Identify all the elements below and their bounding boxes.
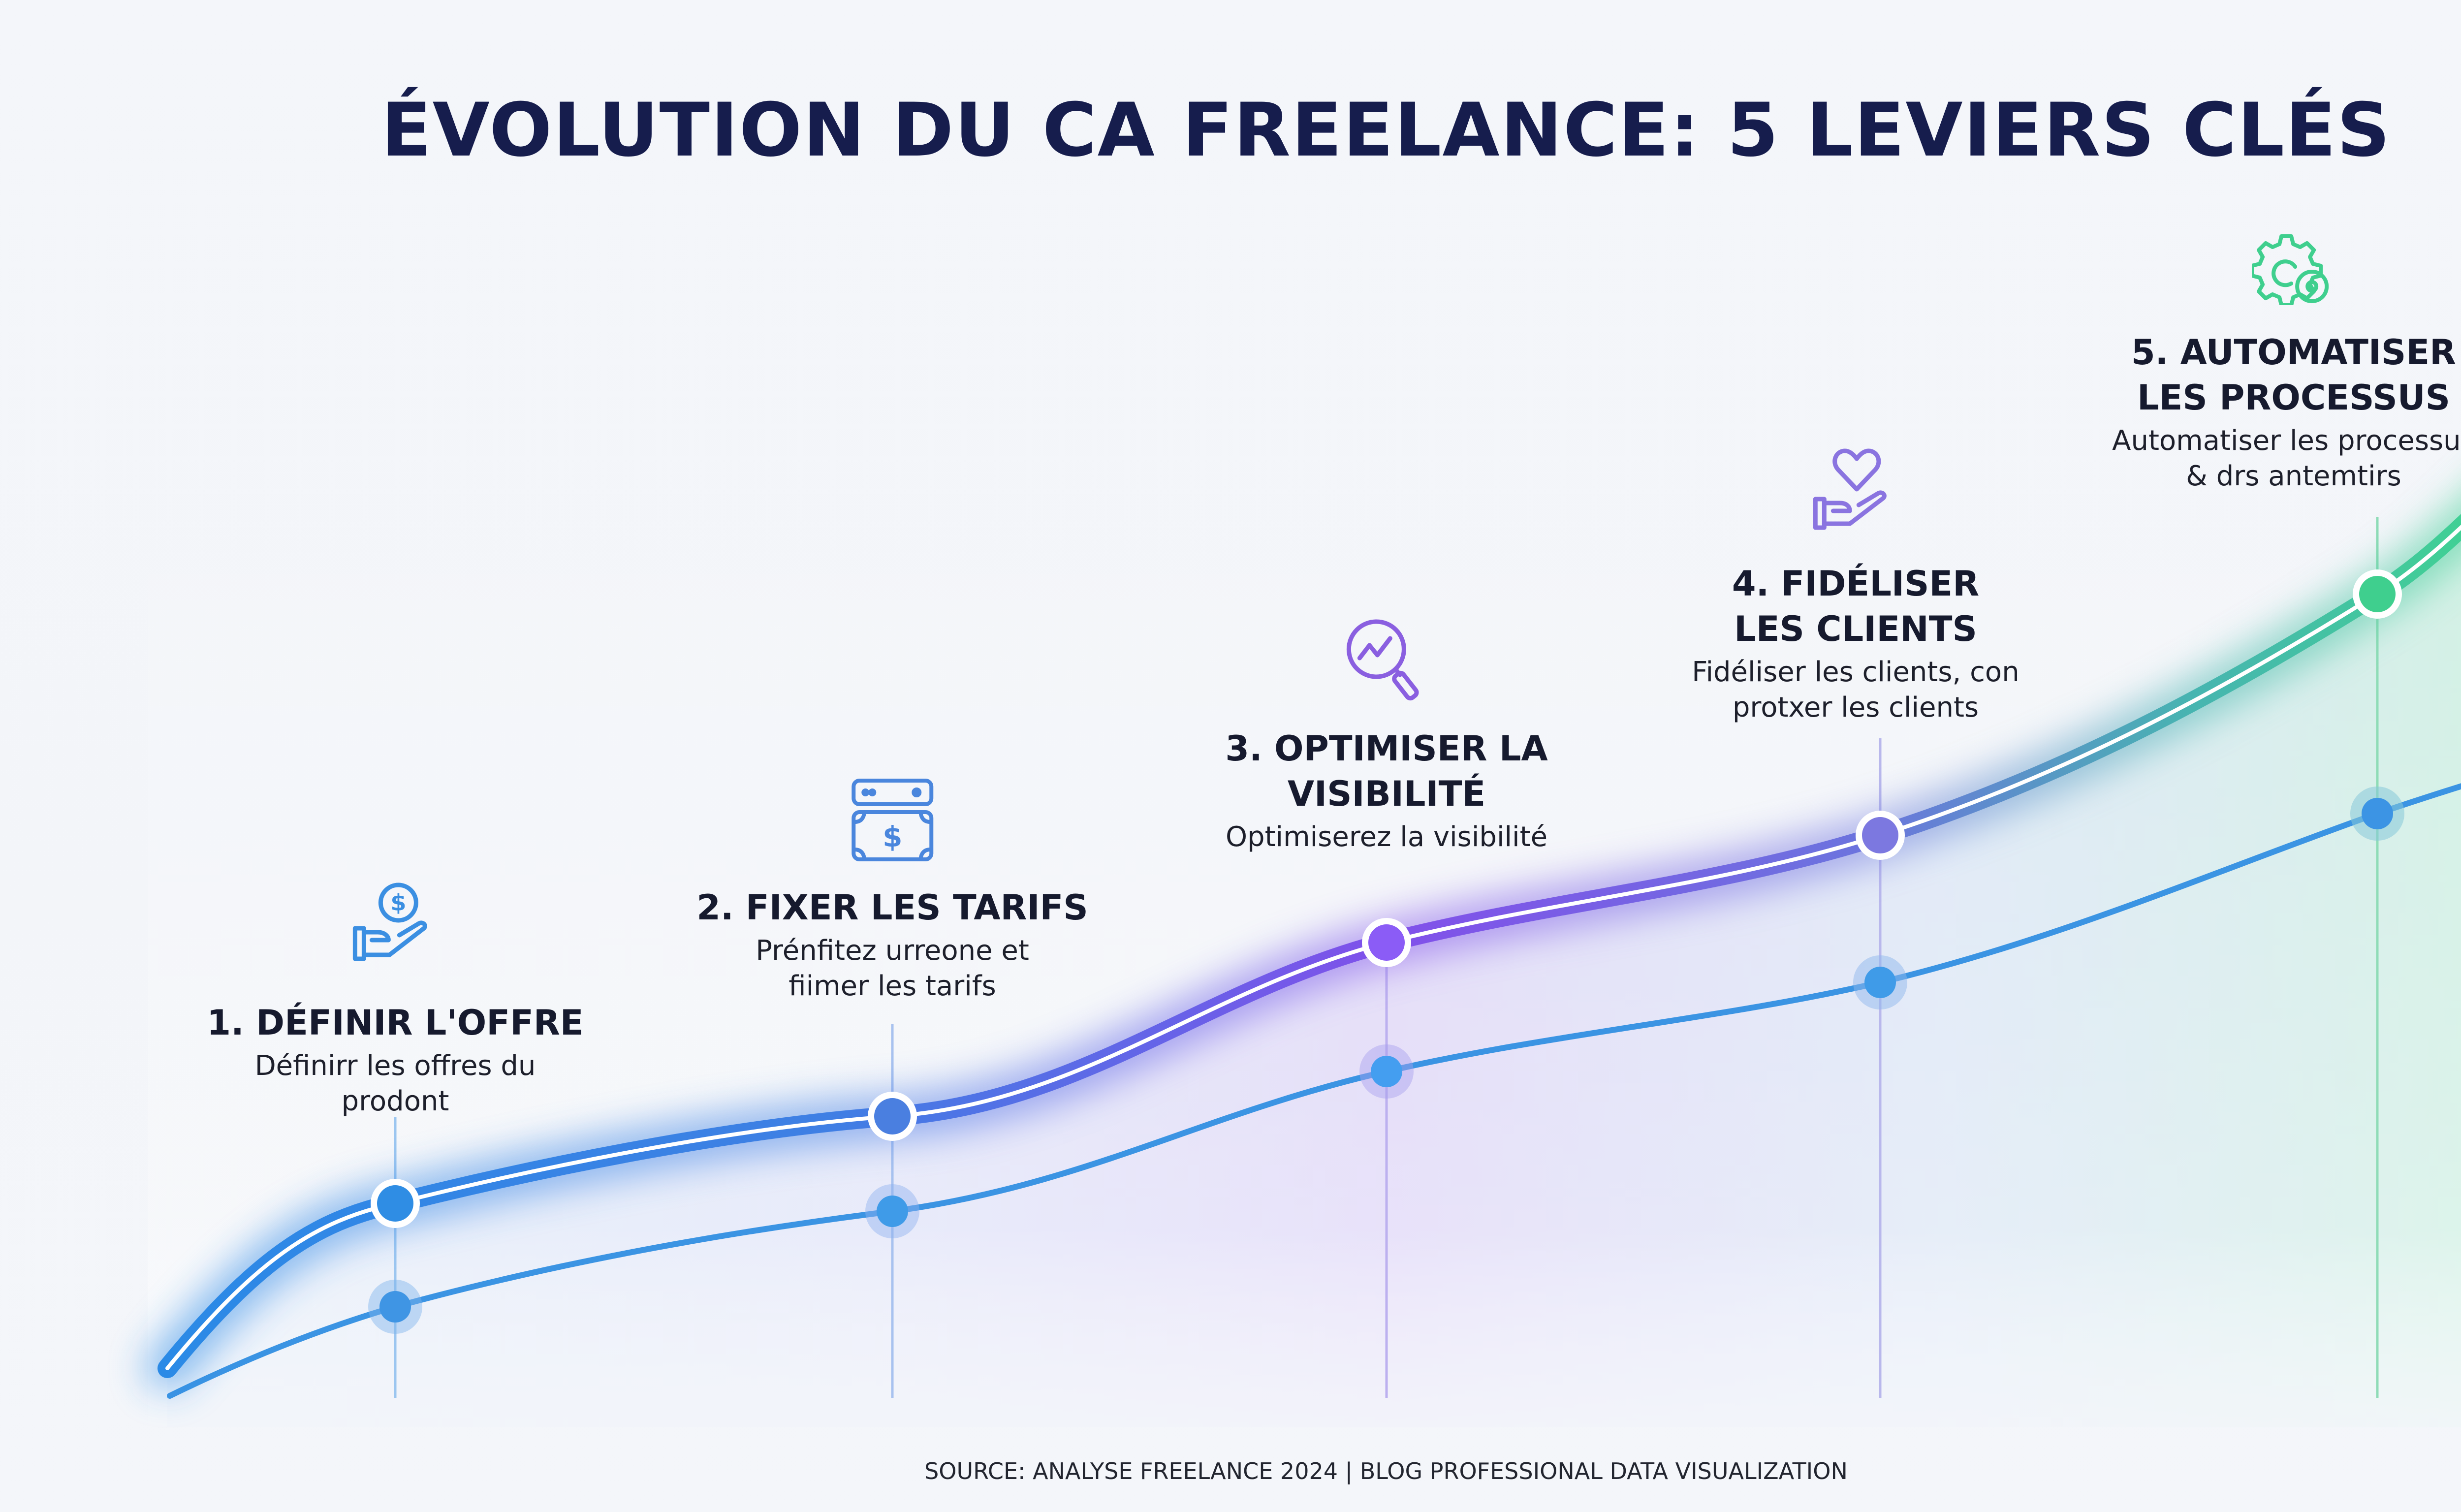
step-4-description: Fidéliser les clients, con protxer les c… xyxy=(1692,656,2019,724)
banknote-dollar-icon: $ xyxy=(852,779,933,861)
step-3-heading: 3. OPTIMISER LA VISIBILITÉ xyxy=(1225,728,1548,814)
step-2-description: Prénfitez urreone et fiimer les tarifs xyxy=(756,935,1029,1002)
main-markers xyxy=(371,569,2402,1228)
step-3: 3. OPTIMISER LA VISIBILITÉ Optimiserez l… xyxy=(1225,618,1548,855)
step-1-heading: 1. DÉFINIR L'OFFRE xyxy=(207,1003,584,1043)
hand-heart-icon xyxy=(1813,448,1887,530)
step-1-description: Définirr les offres du prodont xyxy=(254,1050,536,1117)
svg-text:$: $ xyxy=(883,820,902,853)
page-title: ÉVOLUTION DU CA FREELANCE: 5 LEVIERS CLÉ… xyxy=(381,88,2391,173)
secondary-markers xyxy=(368,787,2404,1334)
step-3-description: Optimiserez la visibilité xyxy=(1225,821,1548,853)
step-5-heading: 5. AUTOMATISER LES PROCESSUS xyxy=(2131,332,2457,418)
svg-text:$: $ xyxy=(390,889,406,916)
hand-coin-dollar-icon: $ xyxy=(352,882,427,961)
secondary-line xyxy=(167,783,2461,1399)
gears-icon xyxy=(2252,234,2329,305)
step-2: $ 2. FIXER LES TARIFS Prénfitez urreone … xyxy=(696,778,1088,1004)
step-5-description: Automatiser les processus & drs antemtir… xyxy=(2112,425,2461,492)
magnifier-trend-icon xyxy=(1346,619,1419,701)
area-fade xyxy=(148,443,2461,1427)
step-1: $ 1. DÉFINIR L'OFFRE Définirr les offres… xyxy=(207,881,584,1119)
step-5: 5. AUTOMATISER LES PROCESSUS Automatiser… xyxy=(2112,231,2461,494)
step-2-heading: 2. FIXER LES TARIFS xyxy=(696,887,1088,928)
step-4: 4. FIDÉLISER LES CLIENTS Fidéliser les c… xyxy=(1692,448,2019,725)
source-footer: SOURCE: ANALYSE FREELANCE 2024 | BLOG PR… xyxy=(924,1458,1848,1484)
step-4-heading: 4. FIDÉLISER LES CLIENTS xyxy=(1732,564,1980,649)
